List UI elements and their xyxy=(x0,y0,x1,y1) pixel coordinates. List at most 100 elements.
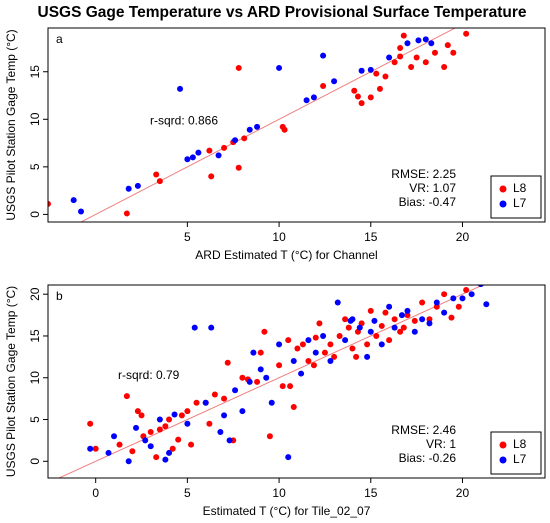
point xyxy=(261,328,268,335)
point xyxy=(305,337,312,344)
point xyxy=(331,78,338,85)
point xyxy=(400,324,407,331)
point xyxy=(257,349,264,356)
point xyxy=(376,85,383,92)
legend-label: L8 xyxy=(513,437,527,451)
point xyxy=(342,316,349,323)
point xyxy=(221,395,228,402)
point xyxy=(441,291,448,298)
panel-label: a xyxy=(56,32,63,46)
point xyxy=(175,436,182,443)
point xyxy=(397,328,404,335)
point xyxy=(371,317,378,324)
point xyxy=(321,349,328,356)
x-axis-label: Estimated T (°C) for Tile_02_07 xyxy=(203,504,371,518)
y-tick-label: 5 xyxy=(28,416,42,423)
legend-marker xyxy=(499,185,507,193)
point xyxy=(268,399,275,406)
point xyxy=(208,324,215,331)
point xyxy=(386,303,393,310)
point xyxy=(184,408,191,415)
r-sqrd: r-sqrd: 0.866 xyxy=(150,113,218,127)
point xyxy=(397,44,404,51)
point xyxy=(276,341,283,348)
r-sqrd: r-sqrd: 0.79 xyxy=(118,368,180,382)
panel: 0 5 10 15 20 0 5 10 15 20 b Estimated T (°C) for Ti… xyxy=(4,284,546,518)
point xyxy=(441,63,448,70)
point xyxy=(166,449,173,456)
point xyxy=(367,94,374,101)
point xyxy=(217,429,224,436)
point xyxy=(349,345,356,352)
point xyxy=(133,424,140,431)
point xyxy=(354,93,361,100)
y-tick-label: 5 xyxy=(28,163,42,170)
point xyxy=(294,345,301,352)
point xyxy=(202,399,209,406)
point xyxy=(298,370,305,377)
y-axis-label: USGS Pilot Station Gage Temp (°C) xyxy=(4,286,18,477)
point xyxy=(266,433,273,440)
legend-label: L7 xyxy=(513,452,527,466)
point xyxy=(422,59,429,66)
point xyxy=(138,412,145,419)
point xyxy=(162,456,169,463)
point xyxy=(156,426,163,433)
legend-label: L7 xyxy=(513,196,527,210)
point xyxy=(123,210,130,217)
point xyxy=(184,420,191,427)
point xyxy=(398,312,405,319)
point xyxy=(285,337,292,344)
point xyxy=(178,412,185,419)
point xyxy=(221,412,228,419)
point xyxy=(310,362,317,369)
point xyxy=(285,454,292,461)
point xyxy=(254,123,261,130)
point xyxy=(299,341,306,348)
point xyxy=(411,328,418,335)
y-tick-label: 0 xyxy=(28,211,42,218)
point xyxy=(193,399,200,406)
point xyxy=(428,40,435,47)
point xyxy=(206,420,213,427)
point xyxy=(477,285,484,288)
point xyxy=(134,408,141,415)
legend-marker xyxy=(499,456,507,464)
point xyxy=(367,66,374,73)
x-tick-label: 10 xyxy=(272,230,286,244)
point xyxy=(134,182,141,189)
point xyxy=(241,135,248,142)
point xyxy=(364,341,371,348)
point xyxy=(358,100,365,107)
point xyxy=(153,454,160,461)
y-axis-label: USGS Pilot Station Gage Temp (°C) xyxy=(4,29,18,220)
point xyxy=(166,416,173,423)
point xyxy=(156,178,163,185)
x-tick-label: 20 xyxy=(456,230,470,244)
point xyxy=(408,63,415,70)
point xyxy=(162,423,169,430)
point xyxy=(327,341,334,348)
point xyxy=(426,320,433,327)
point xyxy=(468,291,475,298)
point xyxy=(184,156,191,163)
point xyxy=(422,36,429,43)
reference-line xyxy=(79,28,457,222)
point xyxy=(433,303,440,310)
x-tick-label: 20 xyxy=(456,486,470,500)
point xyxy=(276,64,283,71)
chart-title: USGS Gage Temperature vs ARD Provisional… xyxy=(38,4,527,21)
point xyxy=(448,314,455,321)
point xyxy=(226,437,233,444)
y-tick-label: 10 xyxy=(28,371,42,385)
point xyxy=(254,378,261,385)
point xyxy=(386,337,393,344)
x-tick-label: 15 xyxy=(364,486,378,500)
point xyxy=(116,441,123,448)
point xyxy=(125,185,132,192)
stat: Bias: -0.47 xyxy=(399,195,457,209)
point xyxy=(257,366,264,373)
y-tick-label: 15 xyxy=(28,329,42,343)
point xyxy=(48,200,51,207)
